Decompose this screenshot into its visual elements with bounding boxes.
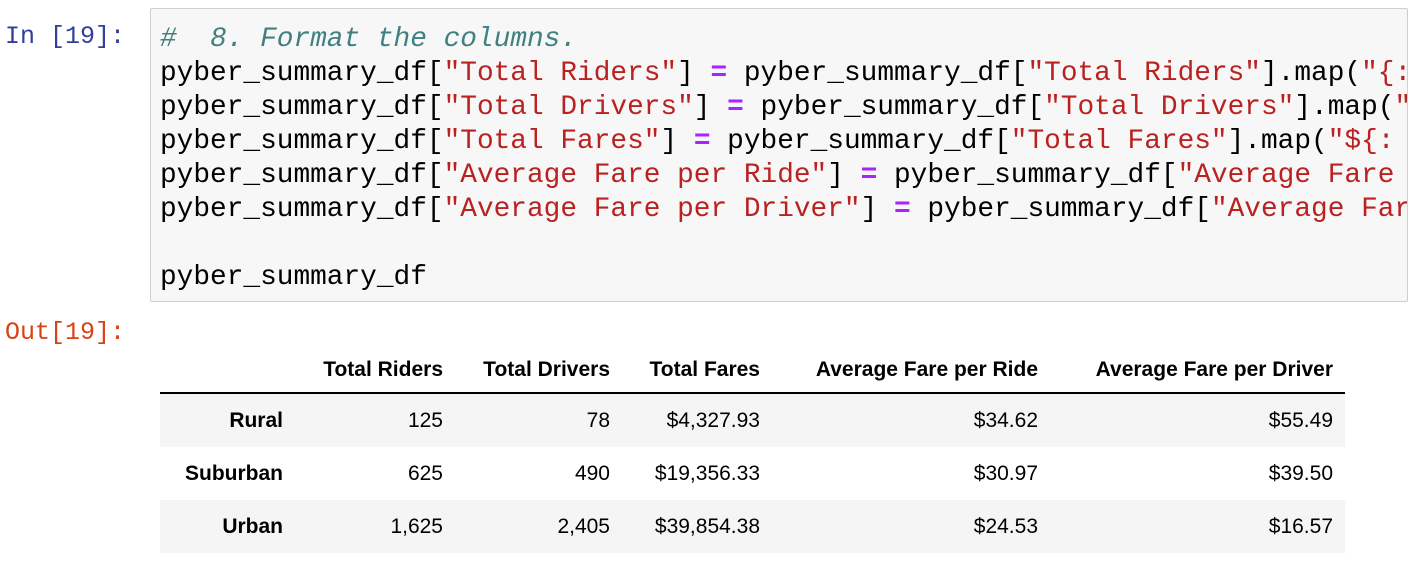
table-cell: $55.49 (1268, 408, 1333, 432)
index-header (160, 348, 295, 394)
table-cell: $30.97 (973, 461, 1038, 485)
column-header: Total Fares (622, 348, 772, 394)
code-token: pyber_summary_df (160, 262, 427, 293)
code-token: "${: (1327, 126, 1395, 157)
table-cell: $19,356.33 (654, 461, 760, 485)
input-prompt: In [19]: (5, 22, 126, 51)
code-token: pyber_summary_df[ (910, 194, 1211, 225)
code-token: ] (860, 194, 894, 225)
code-token: "Average Fare (1177, 160, 1395, 191)
code-line: pyber_summary_df["Total Riders"] = pyber… (160, 57, 1407, 91)
column-header: Average Fare per Driver (1050, 348, 1345, 394)
code-line: pyber_summary_df["Total Drivers"] = pybe… (160, 91, 1407, 125)
code-token: # 8. Format the columns. (160, 24, 578, 55)
code-line (160, 227, 1407, 261)
code-token: ] (660, 126, 694, 157)
code-token: pyber_summary_df[ (160, 194, 444, 225)
code-token: = (860, 160, 878, 191)
code-cell[interactable]: # 8. Format the columns. pyber_summary_df… (150, 8, 1408, 302)
output-prompt: Out[19]: (5, 318, 126, 347)
row-label: Rural (229, 408, 283, 432)
table-row: Urban 1,625 2,405 $39,854.38 $24.53 $16.57 (160, 500, 1345, 553)
code-token: "Total Drivers" (1044, 92, 1295, 123)
code-token: "{: (1361, 58, 1408, 89)
table-cell: $24.53 (973, 514, 1038, 538)
table-cell: 1,625 (390, 514, 443, 538)
table-cell: $39,854.38 (654, 514, 760, 538)
table-cell: 490 (574, 461, 610, 485)
code-token: pyber_summary_df[ (160, 126, 444, 157)
code-token: pyber_summary_df[ (877, 160, 1178, 191)
table-row: Rural 125 78 $4,327.93 $34.62 $55.49 (160, 393, 1345, 447)
code-token: ].map( (1261, 58, 1362, 89)
code-token: "Average Far (1210, 194, 1408, 225)
table-cell: 125 (407, 408, 443, 432)
table-cell: $16.57 (1268, 514, 1333, 538)
row-label: Urban (222, 514, 283, 538)
code-token: "Total Fares" (1010, 126, 1228, 157)
code-token: "Total Riders" (443, 58, 678, 89)
code-line: pyber_summary_df["Total Fares"] = pyber_… (160, 125, 1407, 159)
code-token: pyber_summary_df[ (160, 58, 444, 89)
code-token: ] (677, 58, 711, 89)
table-cell: $4,327.93 (666, 408, 760, 432)
code-token: = (710, 58, 728, 89)
code-line: # 8. Format the columns. (160, 23, 1407, 57)
code-token: ] (827, 160, 861, 191)
code-token: "Total Riders" (1027, 58, 1261, 89)
code-token: ] (693, 92, 728, 123)
code-token: = (727, 92, 744, 123)
code-token: pyber_summary_df[ (160, 92, 444, 123)
code-line: pyber_summary_df["Average Fare per Drive… (160, 193, 1407, 227)
code-token: "Total Drivers" (443, 92, 694, 123)
table-row: Suburban 625 490 $19,356.33 $30.97 $39.50 (160, 447, 1345, 500)
table-cell: $39.50 (1268, 461, 1333, 485)
output-table: Total Riders Total Drivers Total Fares A… (160, 348, 1345, 553)
table-cell: 625 (407, 461, 443, 485)
column-header: Total Riders (295, 348, 455, 394)
table-cell: $34.62 (973, 408, 1038, 432)
table-cell: 78 (586, 408, 610, 432)
code-token: " (1394, 92, 1407, 123)
table-cell: 2,405 (557, 514, 610, 538)
row-label: Suburban (185, 461, 283, 485)
code-token: "Average Fare per Ride" (443, 160, 828, 191)
column-header: Total Drivers (455, 348, 622, 394)
column-header: Average Fare per Ride (772, 348, 1050, 394)
code-token: = (693, 126, 711, 157)
code-token: pyber_summary_df[ (727, 58, 1028, 89)
code-token: pyber_summary_df[ (160, 160, 444, 191)
code-token: pyber_summary_df[ (710, 126, 1011, 157)
code-line: pyber_summary_df["Average Fare per Ride"… (160, 159, 1407, 193)
code-token: ].map( (1294, 92, 1395, 123)
code-token: pyber_summary_df[ (743, 92, 1045, 123)
code-token: "Total Fares" (443, 126, 661, 157)
code-line: pyber_summary_df (160, 261, 1407, 295)
code-token: ].map( (1227, 126, 1328, 157)
code-token: "Average Fare per Driver" (443, 194, 861, 225)
code-token: = (893, 194, 911, 225)
header-row: Total Riders Total Drivers Total Fares A… (160, 348, 1345, 394)
